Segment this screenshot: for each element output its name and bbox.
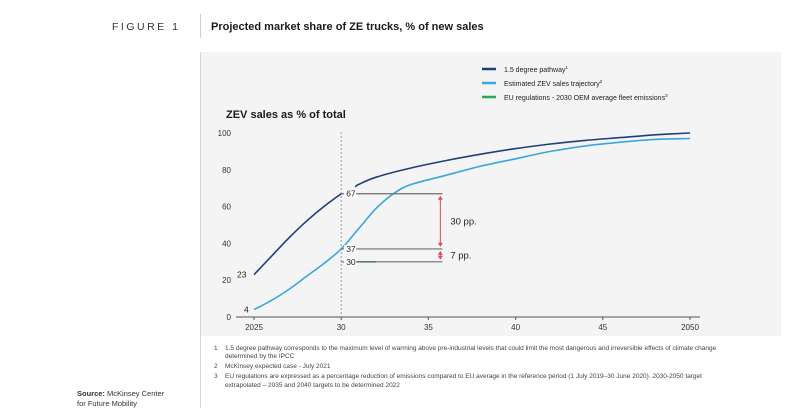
series-line-1-5-degree-pathway [253, 193, 342, 276]
data-label-backdrop [344, 257, 357, 266]
gap-arrowhead [437, 242, 443, 247]
chart-title: ZEV sales as % of total [226, 109, 346, 121]
gap-annotation: 7 pp. [450, 250, 471, 261]
legend-footnote-marker: 2 [600, 79, 603, 84]
source-note: Source: McKinsey Center for Future Mobil… [77, 389, 164, 408]
gap-arrowhead [437, 250, 443, 255]
x-tick-label: 2025 [245, 323, 263, 332]
series-line-1-5-degree-pathway [354, 132, 691, 188]
footnote-number: 3 [214, 373, 218, 381]
footnote-number: 2 [214, 363, 218, 371]
footnote-text: McKinsey expected case - July 2021 [225, 363, 331, 371]
source-text-2: for Future Mobility [77, 398, 138, 408]
source-label: Source: [77, 389, 105, 398]
y-tick-label: 0 [227, 313, 232, 322]
data-label-backdrop [344, 189, 357, 198]
x-tick-label: 45 [598, 323, 607, 332]
x-tick-label: 30 [337, 323, 346, 332]
gap-annotation: 30 pp. [450, 216, 476, 227]
header-divider [200, 14, 201, 38]
figure-label: FIGURE 1 [112, 21, 181, 33]
gap-arrowhead [437, 255, 443, 260]
footnote-text: EU regulations are expressed as a percen… [225, 373, 702, 389]
x-tick-label: 40 [511, 323, 520, 332]
legend-label: 1.5 degree pathway1 [504, 65, 569, 74]
data-label: 67 [346, 189, 356, 199]
footnote: 3 EU regulations are expressed as a perc… [214, 373, 734, 390]
left-divider [200, 52, 201, 408]
data-label: 23 [237, 270, 247, 280]
source-text-1: McKinsey Center [107, 389, 165, 398]
data-label: 30 [346, 257, 356, 267]
y-tick-label: 40 [222, 239, 231, 248]
x-tick-label: 35 [424, 323, 433, 332]
y-tick-label: 20 [222, 276, 231, 285]
data-label-backdrop [344, 244, 357, 253]
y-tick-label: 100 [218, 129, 232, 138]
legend-footnote-marker: 1 [566, 65, 569, 70]
y-tick-label: 80 [222, 166, 231, 175]
chart-panel [201, 52, 781, 336]
figure-title: Projected market share of ZE trucks, % o… [211, 21, 484, 33]
series-line-zev-sales-trajectory [253, 137, 691, 311]
x-tick-label: 2050 [681, 323, 699, 332]
gap-arrowhead [437, 195, 443, 200]
footnote-number: 1 [214, 345, 218, 352]
footnote: 2 McKinsey expected case - July 2021 [214, 363, 734, 371]
legend-label: EU regulations - 2030 OEM average fleet … [504, 93, 668, 102]
legend-label: Estimated ZEV sales trajectory2 [504, 79, 603, 88]
footnotes: 1 1.5 degree pathway corresponds to the … [214, 345, 734, 392]
y-tick-label: 60 [222, 203, 231, 212]
footnote-text: 1.5 degree pathway corresponds to the ma… [225, 345, 717, 361]
data-label: 37 [346, 244, 356, 254]
legend-footnote-marker: 3 [665, 93, 668, 98]
data-label: 4 [244, 305, 249, 315]
footnote: 1 1.5 degree pathway corresponds to the … [214, 345, 734, 362]
